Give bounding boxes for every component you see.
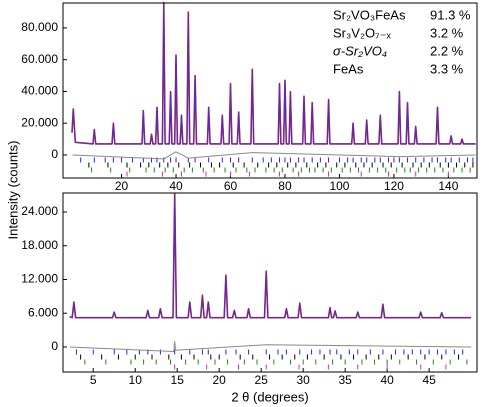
legend-fraction: 3.3 % <box>430 61 464 76</box>
x-tick-label: 120 <box>384 179 404 193</box>
legend-name: Sr₃V₂O₇₋ₓ <box>333 25 391 40</box>
x-tick-label: 15 <box>171 373 185 387</box>
x-tick-label: 40 <box>380 373 394 387</box>
y-tick-label: 18.000 <box>21 238 58 252</box>
x-tick-label: 10 <box>129 373 143 387</box>
observed-line <box>71 1 476 145</box>
x-tick-label: 30 <box>296 373 310 387</box>
legend-name: σ-Sr₂VO₄ <box>333 43 387 58</box>
x-tick-label: 80 <box>278 179 292 193</box>
y-tick-label: 24.000 <box>21 204 58 218</box>
y-tick-label: 60.000 <box>21 52 58 66</box>
y-tick-label: 6.000 <box>28 305 58 319</box>
plot-frame <box>62 192 478 373</box>
y-tick-label: 20.000 <box>21 115 58 129</box>
y-tick-label: 80.000 <box>21 20 58 34</box>
x-tick-label: 25 <box>255 373 269 387</box>
y-tick-label: 40.000 <box>21 84 58 98</box>
legend-fraction: 2.2 % <box>430 43 464 58</box>
y-tick-label: 12.000 <box>21 272 58 286</box>
x-tick-label: 20 <box>115 179 129 193</box>
y-axis-label: Intensity (counts) <box>5 141 20 240</box>
x-tick-label: 20 <box>213 373 227 387</box>
y-tick-label: 0 <box>51 147 58 161</box>
x-tick-label: 5 <box>90 373 97 387</box>
legend-name: Sr₂VO₃FeAs <box>333 7 406 22</box>
calculated-line <box>69 194 472 319</box>
legend-name: FeAs <box>333 61 364 76</box>
legend-fraction: 3.2 % <box>430 25 464 40</box>
x-tick-label: 140 <box>438 179 458 193</box>
calculated-line <box>71 3 476 145</box>
difference-line <box>69 340 472 352</box>
x-tick-label: 100 <box>329 179 349 193</box>
y-tick-label: 0 <box>51 339 58 353</box>
difference-line <box>72 151 476 160</box>
x-tick-label: 35 <box>338 373 352 387</box>
x-tick-label: 40 <box>169 179 183 193</box>
x-tick-label: 60 <box>224 179 238 193</box>
x-axis-label: 2 θ (degrees) <box>231 389 308 404</box>
x-tick-label: 45 <box>422 373 436 387</box>
observed-line <box>69 192 472 319</box>
legend-fraction: 91.3 % <box>430 7 471 22</box>
plot-frame <box>62 2 478 179</box>
